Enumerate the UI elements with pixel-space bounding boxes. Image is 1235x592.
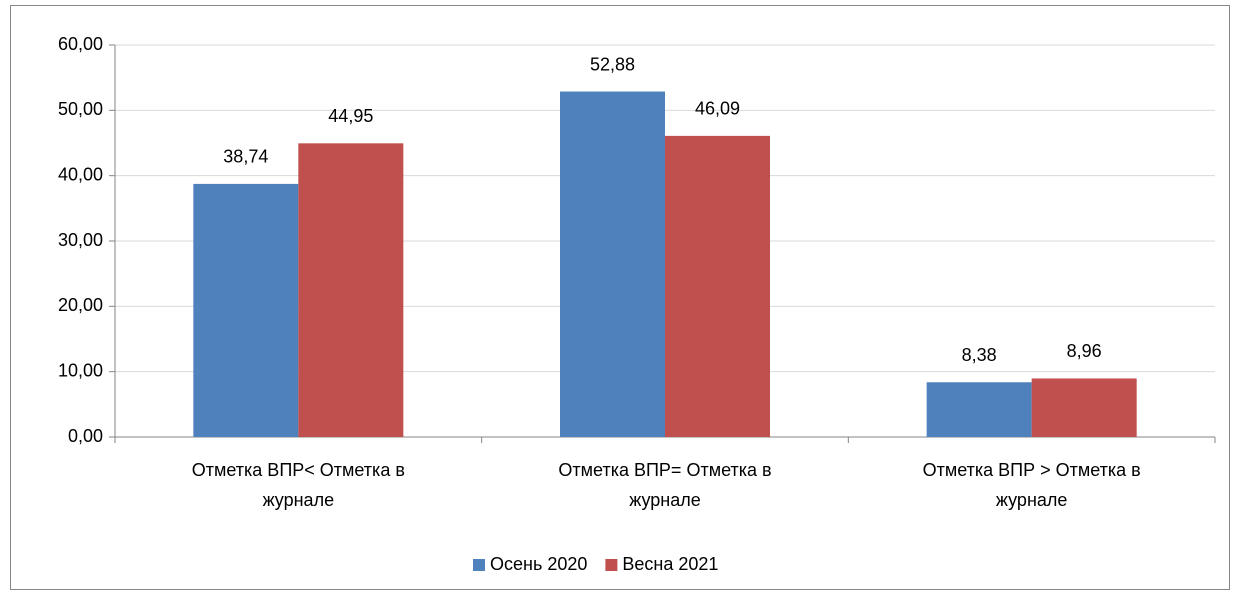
y-tick-label: 10,00: [58, 360, 103, 380]
data-label: 38,74: [223, 147, 268, 167]
y-tick-label: 0,00: [68, 426, 103, 446]
bar: [560, 91, 665, 437]
bar: [1031, 378, 1137, 437]
bar: [665, 135, 770, 437]
y-tick-label: 60,00: [58, 34, 103, 54]
x-tick-label: Отметка ВПР< Отметка в журнале: [191, 460, 405, 510]
y-tick-label: 40,00: [58, 164, 103, 184]
y-tick-label: 50,00: [58, 99, 103, 119]
data-label: 46,09: [695, 99, 740, 119]
data-label: 44,95: [328, 106, 373, 126]
data-label: 52,88: [590, 54, 635, 74]
data-label: 8,96: [1067, 341, 1102, 361]
x-tick-label: Отметка ВПР= Отметка в журнале: [558, 460, 772, 510]
legend-swatch: [605, 559, 618, 571]
legend-swatch: [473, 559, 485, 571]
bar: [926, 382, 1032, 437]
legend-label: Осень 2020: [490, 554, 587, 574]
y-tick-label: 20,00: [58, 295, 103, 315]
bar: [298, 143, 404, 437]
legend-label: Весна 2021: [622, 554, 718, 574]
x-tick-label: Отметка ВПР > Отметка в журнале: [922, 460, 1141, 510]
y-tick-label: 30,00: [58, 230, 103, 250]
bar: [193, 183, 299, 437]
data-label: 8,38: [962, 345, 997, 365]
